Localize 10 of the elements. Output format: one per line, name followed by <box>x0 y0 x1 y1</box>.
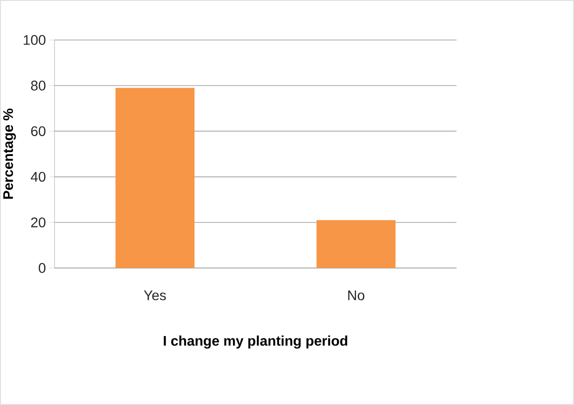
y-tick-label: 40 <box>30 172 46 182</box>
y-tick-label: 20 <box>31 217 46 228</box>
y-tick-label: 60 <box>31 126 46 136</box>
x-axis-title: I change my planting period <box>164 336 348 349</box>
y-tick-label: 100 <box>24 35 46 45</box>
y-axis-title: Percentage % <box>3 108 16 199</box>
x-tick-label: Yes <box>144 290 166 300</box>
y-tick-label: 0 <box>38 263 46 273</box>
y-tick-label: 80 <box>31 80 46 91</box>
x-tick-label: No <box>348 290 364 300</box>
